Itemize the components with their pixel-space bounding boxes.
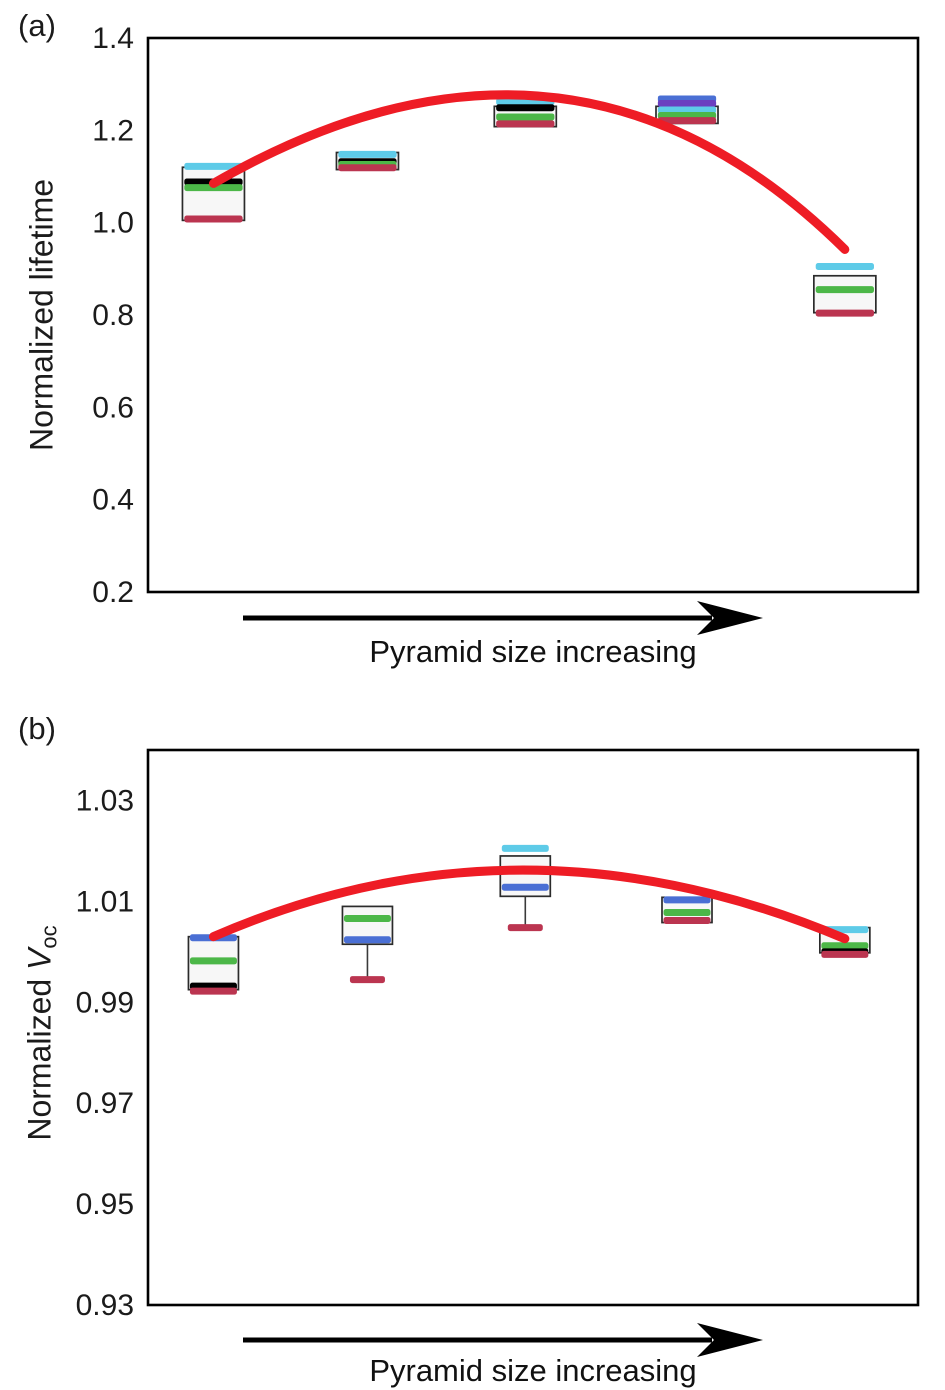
box-mark xyxy=(343,936,391,944)
box xyxy=(812,274,877,314)
y-tick-label: 0.93 xyxy=(76,1289,134,1322)
box-mark xyxy=(815,309,874,317)
y-tick-label: 1.03 xyxy=(76,784,134,817)
y-tick-label: 0.97 xyxy=(76,1087,134,1120)
box-mark xyxy=(189,957,237,965)
box-mark xyxy=(501,883,549,891)
y-tick-label: 1.0 xyxy=(92,207,134,240)
y-tick-label: 0.2 xyxy=(92,576,134,609)
box-mark xyxy=(184,215,243,223)
box-mark xyxy=(496,104,555,112)
plot-border xyxy=(146,748,920,1307)
box-mark xyxy=(657,106,717,114)
box-mark xyxy=(821,950,869,958)
box-mark xyxy=(496,113,555,121)
panel-b-label: (b) xyxy=(18,711,56,746)
box-mark xyxy=(815,286,874,294)
panel-a-arrow-caption: Pyramid size increasing xyxy=(369,634,697,669)
y-tick-label: 0.95 xyxy=(76,1188,134,1221)
box-mark xyxy=(338,164,397,172)
box-mark xyxy=(663,917,711,925)
box-mark xyxy=(501,844,549,852)
box-mark xyxy=(663,896,711,904)
box-mark xyxy=(657,100,717,108)
arrow-head-icon xyxy=(697,1323,763,1357)
box-mark xyxy=(349,976,385,984)
box-mark xyxy=(821,942,869,950)
box-mark xyxy=(496,120,555,128)
box-mark xyxy=(189,987,237,995)
y-tick-label: 1.01 xyxy=(76,885,134,918)
panel-b-plot: 0.93 0.95 0.97 0.99 1.01 1.03 xyxy=(76,748,920,1357)
y-tick-label: 0.99 xyxy=(76,986,134,1019)
box-mark xyxy=(338,150,397,158)
y-tick-label: 1.2 xyxy=(92,114,134,147)
trend-curve xyxy=(208,865,850,944)
box-mark xyxy=(184,162,243,170)
y-tick-label: 0.6 xyxy=(92,391,134,424)
panel-a-label: (a) xyxy=(18,8,56,43)
plot-border xyxy=(146,36,920,594)
panel-b: (b) Normalized Voc 0.93 0.95 0.97 0.99 1.01 1… xyxy=(0,695,945,1390)
box-mark xyxy=(657,117,717,125)
box-mark xyxy=(663,908,711,916)
y-tick-label: 0.4 xyxy=(92,484,134,517)
box-mark xyxy=(815,263,874,271)
trend-curve xyxy=(208,90,850,254)
box-mark xyxy=(507,924,543,932)
panel-a: (a) Normalized lifetime 0.2 0.4 0.6 0.8 1.0 1… xyxy=(18,8,920,669)
y-tick-label: 0.8 xyxy=(92,299,134,332)
panel-a-plot: 0.2 0.4 0.6 0.8 1.0 1.2 1.4 xyxy=(92,22,920,635)
y-tick-label: 1.4 xyxy=(92,22,134,55)
arrow-head-icon xyxy=(697,601,763,635)
box-mark xyxy=(343,915,391,923)
panel-b-arrow-caption: Pyramid size increasing xyxy=(369,1353,697,1388)
